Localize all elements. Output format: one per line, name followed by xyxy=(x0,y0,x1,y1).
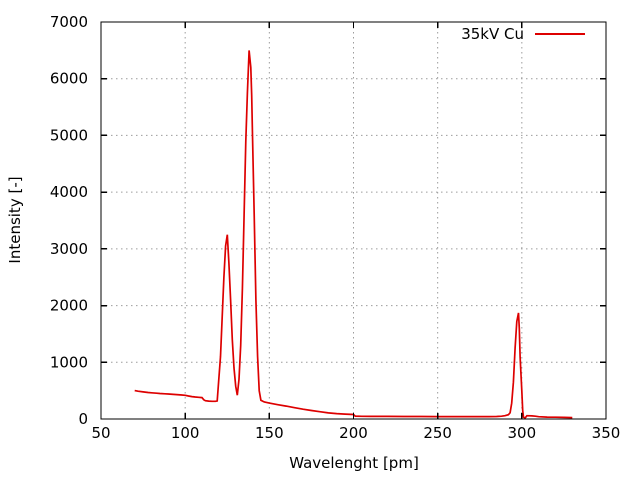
y-axis-title: Intensity [-] xyxy=(6,176,24,264)
legend: 35kV Cu xyxy=(0,26,585,42)
x-tick-label: 350 xyxy=(592,424,621,442)
x-tick-label: 300 xyxy=(508,424,537,442)
plot-border xyxy=(100,21,607,420)
x-tick-label: 50 xyxy=(91,424,110,442)
x-axis-title: Wavelenght [pm] xyxy=(289,454,419,472)
x-tick-label: 150 xyxy=(255,424,284,442)
y-tick-label: 7000 xyxy=(50,13,88,31)
y-tick-label: 2000 xyxy=(50,297,88,315)
y-tick-label: 3000 xyxy=(50,240,88,258)
x-tick-label: 250 xyxy=(423,424,452,442)
y-tick-label: 0 xyxy=(78,410,88,428)
y-tick-label: 1000 xyxy=(50,353,88,371)
x-tick-label: 100 xyxy=(171,424,200,442)
y-tick-label: 6000 xyxy=(50,70,88,88)
legend-series-label: 35kV Cu xyxy=(461,25,524,43)
legend-line-sample xyxy=(535,33,585,35)
y-tick-label: 5000 xyxy=(50,126,88,144)
y-tick-label: 4000 xyxy=(50,183,88,201)
series-line xyxy=(134,50,573,419)
x-tick-label: 200 xyxy=(339,424,368,442)
